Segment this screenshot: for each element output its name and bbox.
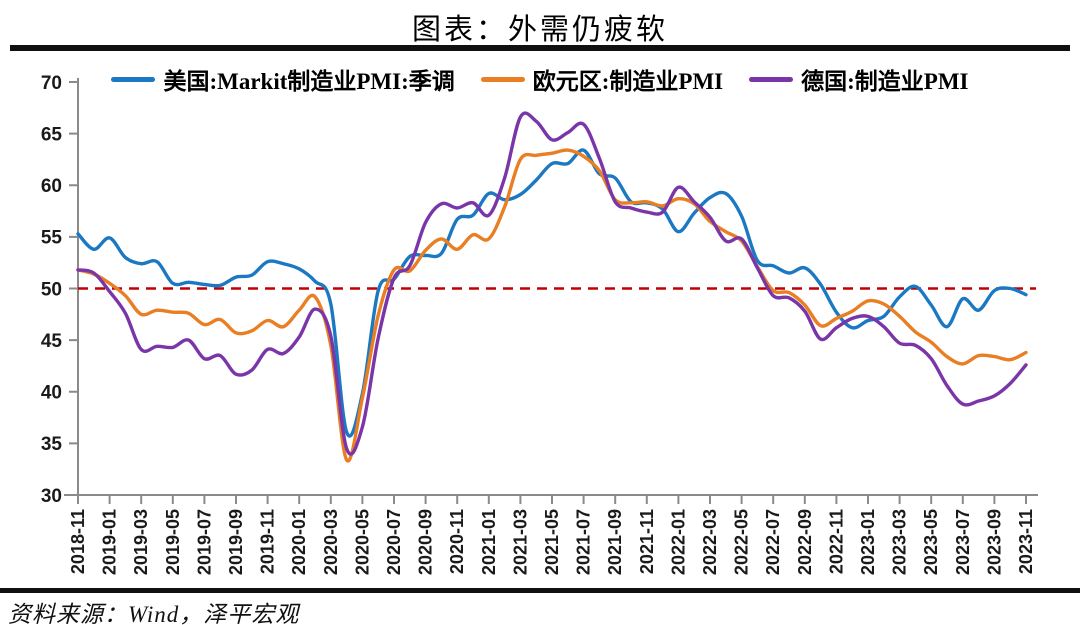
germany-series-line-icon: [749, 76, 794, 82]
svg-text:2018-11: 2018-11: [68, 509, 88, 574]
top-divider: [10, 45, 1070, 51]
legend-label-eurozone: 欧元区:制造业PMI: [532, 69, 724, 94]
svg-text:2019-11: 2019-11: [258, 509, 278, 574]
data-source-note: 资料来源：Wind，泽平宏观: [8, 602, 300, 625]
svg-text:2019-07: 2019-07: [194, 509, 214, 575]
svg-text:2020-03: 2020-03: [321, 509, 341, 575]
svg-text:2021-11: 2021-11: [637, 509, 657, 574]
eurozone-series-line-icon: [480, 76, 525, 82]
svg-text:2022-03: 2022-03: [700, 509, 720, 575]
svg-text:2022-11: 2022-11: [826, 509, 846, 574]
svg-text:2020-11: 2020-11: [447, 509, 467, 574]
svg-text:2021-05: 2021-05: [542, 509, 562, 575]
svg-text:2020-07: 2020-07: [384, 509, 404, 575]
svg-text:2022-05: 2022-05: [732, 509, 752, 575]
svg-text:2019-05: 2019-05: [163, 509, 183, 575]
us-series-line-icon: [111, 76, 156, 82]
svg-text:70: 70: [41, 73, 62, 94]
legend-item-eurozone: 欧元区:制造业PMI: [480, 62, 724, 96]
svg-text:2021-09: 2021-09: [605, 509, 625, 575]
bottom-divider: [0, 588, 1080, 593]
svg-text:2022-09: 2022-09: [795, 509, 815, 575]
svg-text:2022-07: 2022-07: [763, 509, 783, 575]
svg-text:2020-09: 2020-09: [416, 509, 436, 575]
svg-text:2019-01: 2019-01: [100, 509, 120, 575]
svg-text:2019-03: 2019-03: [131, 509, 151, 575]
svg-text:65: 65: [41, 124, 63, 145]
svg-text:30: 30: [41, 486, 62, 507]
svg-text:60: 60: [41, 176, 62, 197]
svg-text:2019-09: 2019-09: [226, 509, 246, 575]
svg-text:40: 40: [41, 383, 62, 404]
svg-text:2022-01: 2022-01: [668, 509, 688, 575]
svg-text:2023-07: 2023-07: [953, 509, 973, 575]
svg-text:2021-01: 2021-01: [479, 509, 499, 575]
svg-text:45: 45: [41, 331, 63, 352]
legend-item-us: 美国:Markit制造业PMI:季调: [111, 62, 455, 96]
svg-text:2020-01: 2020-01: [289, 509, 309, 575]
chart-legend: 美国:Markit制造业PMI:季调 欧元区:制造业PMI 德国:制造业PMI: [0, 62, 1080, 96]
svg-text:55: 55: [41, 228, 63, 249]
svg-text:2023-01: 2023-01: [858, 509, 878, 575]
svg-text:2020-05: 2020-05: [352, 509, 372, 575]
svg-text:2023-05: 2023-05: [921, 509, 941, 575]
svg-text:2021-03: 2021-03: [510, 509, 530, 575]
legend-label-us: 美国:Markit制造业PMI:季调: [163, 69, 455, 94]
svg-text:2023-09: 2023-09: [984, 509, 1004, 575]
legend-item-germany: 德国:制造业PMI: [749, 62, 969, 96]
svg-text:35: 35: [41, 434, 63, 455]
svg-text:2023-03: 2023-03: [890, 509, 910, 575]
legend-label-germany: 德国:制造业PMI: [801, 69, 969, 94]
chart-title: 图表：外需仍疲软: [411, 14, 668, 46]
svg-text:2023-11: 2023-11: [1016, 509, 1036, 574]
svg-text:2021-07: 2021-07: [574, 509, 594, 575]
svg-text:50: 50: [41, 279, 62, 300]
